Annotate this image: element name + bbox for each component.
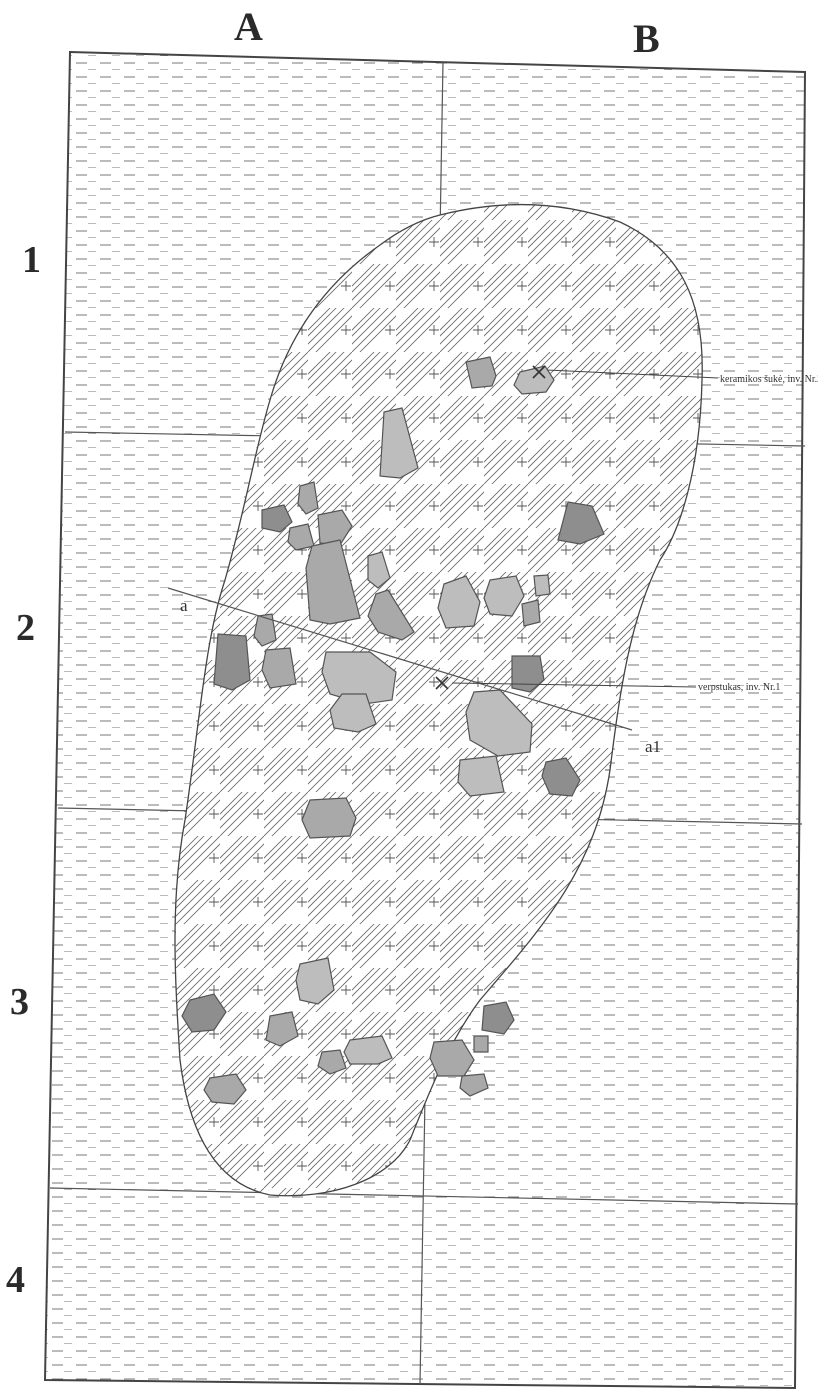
row-label-3: 3 xyxy=(10,981,29,1023)
stone xyxy=(261,504,293,533)
stone xyxy=(437,575,481,629)
stone xyxy=(297,481,319,515)
row-label-2: 2 xyxy=(16,607,35,649)
stones xyxy=(181,356,605,1105)
stone xyxy=(465,689,533,757)
pit-outline xyxy=(174,203,703,1197)
stone xyxy=(317,509,353,546)
section-label-end: a1 xyxy=(645,737,661,756)
stone xyxy=(473,1035,489,1053)
stone xyxy=(265,1011,299,1047)
find-leader-1 xyxy=(546,369,719,379)
stone xyxy=(521,599,541,627)
find-label-2: verpstukas, inv. Nr.1 xyxy=(698,682,780,693)
stone xyxy=(301,797,357,839)
stone xyxy=(317,1049,347,1075)
stone xyxy=(287,523,315,551)
grid-frame-border xyxy=(43,50,807,1390)
stone xyxy=(367,589,415,641)
stone xyxy=(203,1073,247,1105)
row-label-4: 4 xyxy=(6,1259,25,1301)
stone xyxy=(295,957,335,1005)
row-label-1: 1 xyxy=(22,239,41,281)
column-label-a: A xyxy=(234,4,263,49)
stone xyxy=(459,1073,489,1097)
stone xyxy=(511,655,545,693)
stone xyxy=(457,755,505,797)
find-label-1: keramikos šukė, inv. Nr.2 xyxy=(720,374,818,385)
section-label-start: a xyxy=(180,596,188,615)
stone xyxy=(253,613,277,647)
column-label-b: B xyxy=(633,16,660,61)
stone xyxy=(379,407,419,479)
stone xyxy=(465,356,497,389)
stone xyxy=(367,551,391,589)
section-line xyxy=(167,587,633,731)
stone xyxy=(321,651,397,705)
stone xyxy=(541,757,581,797)
find-leader-2 xyxy=(451,682,697,688)
stone xyxy=(261,647,297,689)
stone xyxy=(557,501,605,545)
stone xyxy=(305,539,361,625)
stone xyxy=(533,574,551,597)
find-marker-1 xyxy=(532,365,546,379)
find-marker-2 xyxy=(435,676,449,690)
stone xyxy=(213,633,251,691)
stone xyxy=(329,693,377,733)
stone xyxy=(481,1001,515,1035)
grid-horizontal-line-3 xyxy=(49,1187,799,1205)
stone xyxy=(181,993,227,1033)
stone xyxy=(343,1035,393,1065)
stone xyxy=(483,575,525,617)
